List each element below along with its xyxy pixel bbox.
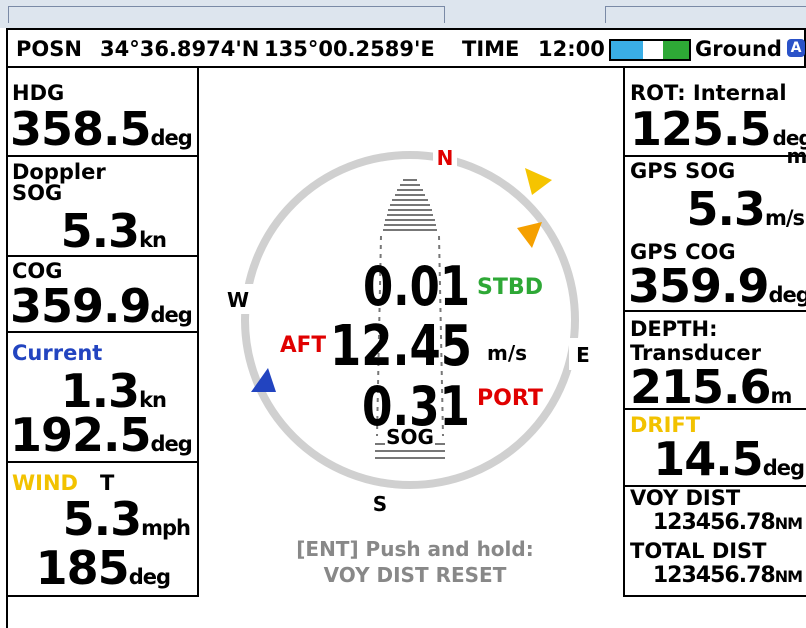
panel-label: T <box>100 472 114 494</box>
value: 359.9 <box>628 263 769 309</box>
panel-label: VOY DIST <box>630 487 740 509</box>
readout: 359.9deg <box>628 263 806 309</box>
south-label: S <box>373 492 387 516</box>
screen: POSN 34°36.8974'N 135°00.2589'E TIME 12:… <box>0 0 806 628</box>
value: 358.5 <box>10 106 151 152</box>
value: 123456.78 <box>653 563 775 588</box>
west-label: W <box>227 288 249 312</box>
readout: 192.5deg <box>10 412 192 458</box>
readout: 5.3kn <box>61 208 166 254</box>
panel-label: Doppler <box>12 161 106 183</box>
value: 125.5 <box>630 106 771 152</box>
value: 5.3 <box>686 186 765 232</box>
frame <box>605 6 806 23</box>
value: 359.9 <box>10 283 151 329</box>
unit: deg <box>151 432 192 456</box>
hint-line: VOY DIST RESET <box>324 563 507 587</box>
readout: 14.5deg <box>653 436 804 482</box>
value: 5.3 <box>63 496 142 542</box>
unit: mph <box>141 516 190 540</box>
page: {"status_bar":{"posn_label":"POSN","lati… <box>0 0 806 628</box>
unit: NM <box>775 567 802 586</box>
panel-label: HDG <box>12 82 64 104</box>
indicator-green <box>663 41 689 59</box>
panel-label: WIND <box>12 472 78 494</box>
top-strip <box>0 0 806 28</box>
footer-area <box>6 595 806 628</box>
east-label: E <box>576 343 590 367</box>
unit-line: min <box>773 147 806 165</box>
stbd-value: 0.01 <box>363 255 470 318</box>
longitude: 135°00.2589'E <box>264 38 435 60</box>
unit: NM <box>775 514 802 533</box>
port-label: PORT <box>477 386 543 411</box>
unit: deg <box>769 283 806 307</box>
status-bar: POSN 34°36.8974'N 135°00.2589'E TIME 12:… <box>6 28 806 68</box>
stbd-label: STBD <box>477 275 543 300</box>
value: 14.5 <box>653 436 763 482</box>
time: 12:00 <box>538 38 605 60</box>
status-indicator <box>609 39 691 61</box>
unit: m <box>771 384 792 408</box>
panel-label: Current <box>12 342 102 364</box>
marker-yellow <box>525 168 552 195</box>
aft-value: 12.45 <box>330 314 472 379</box>
panel-label: ROT: Internal <box>630 82 787 104</box>
unit: deg <box>151 303 192 327</box>
mode-label: SOG <box>386 425 434 449</box>
value: 185 <box>36 545 129 591</box>
panel-label: GPS SOG <box>630 160 735 182</box>
mode-badge: A <box>787 39 805 57</box>
frame <box>8 6 445 23</box>
north-label: N <box>437 146 454 170</box>
unit: deg <box>129 565 170 589</box>
unit: kn <box>139 228 166 252</box>
compass-display: N E S W 0.01 STBD AFT 12.45 m/s 0.31 POR… <box>199 68 623 595</box>
panel-label: DEPTH: <box>630 318 717 340</box>
unit: deg <box>151 126 192 150</box>
unit: m/s <box>765 206 804 230</box>
value: 123456.78 <box>653 510 775 535</box>
panel-label: SOG <box>12 182 62 204</box>
hint-line: [ENT] Push and hold: <box>296 537 533 561</box>
indicator-white <box>643 41 663 59</box>
unit: deg/min <box>773 129 806 165</box>
indicator-blue <box>611 41 643 59</box>
readout: 125.5 deg/min <box>630 106 806 165</box>
latitude: 34°36.8974'N <box>100 38 259 60</box>
mode: Ground <box>695 38 782 60</box>
unit: deg <box>763 456 804 480</box>
aft-label: AFT <box>280 333 326 358</box>
value: 215.6 <box>630 364 771 410</box>
panel-label: TOTAL DIST <box>630 540 767 562</box>
speed-unit: m/s <box>487 341 527 365</box>
value: 192.5 <box>10 412 151 458</box>
time-label: TIME <box>462 38 519 60</box>
value: 5.3 <box>61 208 140 254</box>
marker-orange <box>517 222 542 248</box>
posn-label: POSN <box>16 38 82 60</box>
